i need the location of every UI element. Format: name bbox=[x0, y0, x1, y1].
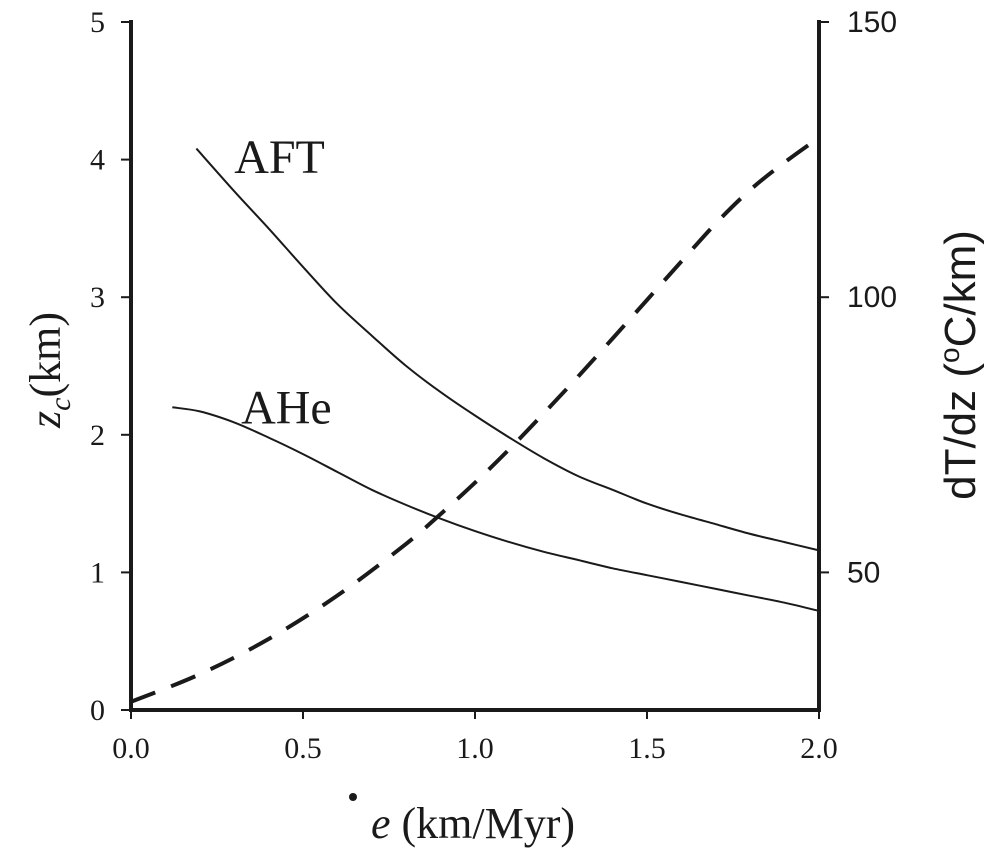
series-line-aft bbox=[195, 147, 820, 552]
x-tick-label: 1.0 bbox=[456, 732, 494, 765]
y-left-tick-label: 2 bbox=[90, 419, 105, 452]
labels-layer: AFT AHe bbox=[234, 131, 332, 434]
y-right-tick-label: 150 bbox=[847, 6, 897, 39]
x-axis-dot-icon bbox=[349, 793, 357, 801]
series-layer bbox=[130, 135, 821, 704]
y-right-tick-label: 100 bbox=[847, 281, 897, 314]
y-left-axis-symbol: z bbox=[21, 411, 70, 429]
y-right-axis-sup: o bbox=[934, 347, 965, 363]
y-left-tick-label: 5 bbox=[90, 6, 105, 39]
y-left-axis-label: zc(km) bbox=[21, 312, 77, 429]
curve-label-aft: AFT bbox=[234, 131, 325, 184]
curve-label-ahe: AHe bbox=[241, 381, 332, 434]
y-left-tick-label: 4 bbox=[90, 144, 105, 177]
series-line-ahe bbox=[172, 406, 820, 612]
y-left-tick-label: 3 bbox=[90, 281, 105, 314]
ticks-layer: 0.0 0.5 1.0 1.5 2.0 0 1 2 3 4 5 50 100 150 bbox=[90, 6, 897, 765]
y-right-axis-prefix: dT/dz ( bbox=[936, 363, 985, 500]
x-tick-label: 0.5 bbox=[284, 732, 322, 765]
x-tick-label: 2.0 bbox=[800, 732, 838, 765]
axes-layer bbox=[129, 20, 821, 712]
y-right-axis-suffix: C/km) bbox=[936, 230, 985, 347]
x-axis-symbol: e bbox=[371, 799, 391, 848]
series-line-gradient bbox=[130, 135, 821, 704]
x-tick-label: 0.0 bbox=[112, 732, 150, 765]
y-left-tick-label: 1 bbox=[90, 556, 105, 589]
y-right-tick-label: 50 bbox=[847, 556, 880, 589]
x-tick-label: 1.5 bbox=[628, 732, 666, 765]
y-left-axis-unit: (km) bbox=[21, 312, 70, 398]
y-left-axis-subscript: c bbox=[44, 398, 77, 411]
y-left-tick-label: 0 bbox=[90, 694, 105, 727]
x-axis-label: e (km/Myr) bbox=[371, 799, 575, 848]
y-right-axis-label: dT/dz (oC/km) bbox=[934, 230, 985, 500]
x-axis-unit: (km/Myr) bbox=[391, 799, 576, 848]
